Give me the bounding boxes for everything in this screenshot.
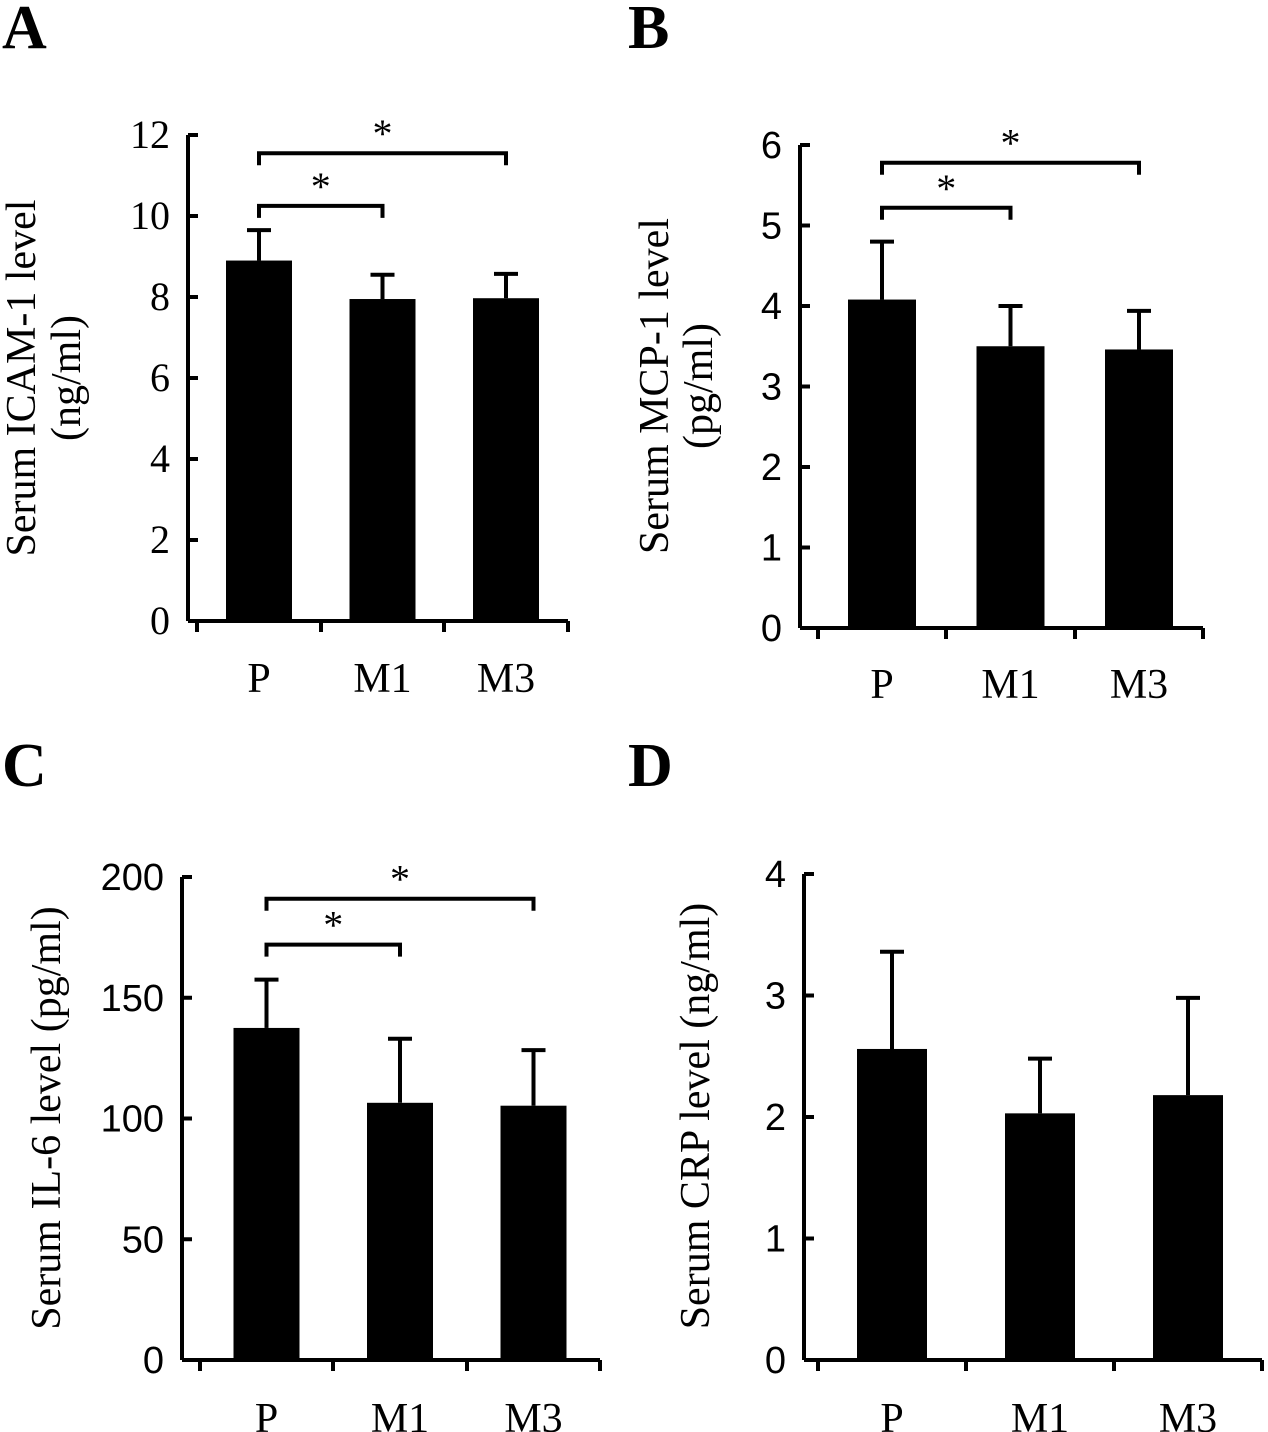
significance-star: *	[323, 903, 343, 948]
category-label: M1	[371, 1396, 429, 1432]
bar-m3	[473, 298, 539, 621]
y-tick-label: 3	[761, 367, 782, 409]
category-label: M3	[1110, 662, 1168, 708]
y-tick-label: 1	[761, 528, 782, 570]
bar-m1	[349, 299, 416, 621]
significance-bracket	[257, 151, 508, 166]
significance-bracket	[264, 942, 402, 957]
significance-bracket	[257, 203, 385, 218]
y-axis-label: Serum CRP level (ng/ml)	[673, 903, 719, 1330]
category-label: M1	[981, 662, 1039, 708]
significance-star: *	[311, 164, 331, 209]
significance-bracket	[880, 205, 1013, 220]
y-tick-label: 8	[150, 274, 170, 319]
category-label: M3	[477, 656, 535, 702]
significance-star: *	[1001, 121, 1021, 166]
y-tick-label: 3	[765, 976, 786, 1018]
y-axis-label: Serum MCP-1 level	[632, 218, 678, 554]
y-tick-label: 10	[130, 193, 170, 238]
significance-star: *	[390, 857, 410, 902]
bar-m3	[500, 1105, 567, 1360]
panel-d: D 0 1 2 3 4 P M1 M3 Serum CRP level (ng/ml)	[628, 732, 1264, 1432]
y-tick-label: 2	[761, 447, 782, 489]
y-tick-label: 4	[761, 286, 782, 328]
bar-m1	[1005, 1113, 1075, 1360]
bar-p	[233, 1027, 300, 1360]
category-label: M3	[504, 1396, 562, 1432]
y-tick-label: 12	[130, 112, 170, 157]
panel-letter: B	[628, 0, 669, 62]
bar-m3	[1153, 1095, 1223, 1360]
bar-m1	[367, 1102, 433, 1360]
y-axis-label: Serum IL-6 level (pg/ml)	[24, 906, 70, 1329]
category-label: P	[880, 1396, 903, 1432]
y-tick-label: 4	[150, 436, 170, 481]
bar-p	[848, 299, 916, 628]
y-tick-label: 6	[150, 355, 170, 400]
significance-star: *	[936, 166, 956, 211]
y-tick-label: 200	[101, 857, 164, 899]
bar-m1	[976, 346, 1045, 628]
panel-a: A 0 2 4 6 8 10 12 P M1 M3 * * Serum ICAM-1 level (ng/m…	[0, 0, 570, 702]
y-tick-label: 150	[101, 978, 164, 1020]
category-label: M3	[1159, 1396, 1217, 1432]
y-axis-label: (pg/ml)	[676, 323, 722, 449]
y-tick-label: 0	[150, 598, 170, 643]
y-tick-label: 0	[761, 608, 782, 650]
y-axis-label: (ng/ml)	[44, 315, 90, 441]
bar-p	[857, 1048, 927, 1360]
category-label: P	[247, 656, 270, 702]
category-label: M1	[1011, 1396, 1069, 1432]
y-tick-label: 100	[101, 1099, 164, 1141]
significance-bracket	[880, 160, 1141, 175]
panel-letter: C	[2, 732, 47, 800]
y-tick-label: 5	[761, 206, 782, 248]
category-label: P	[870, 662, 893, 708]
significance-star: *	[373, 111, 393, 156]
significance-bracket	[264, 896, 536, 911]
y-tick-label: 0	[765, 1340, 786, 1382]
y-axis-label: Serum ICAM-1 level	[0, 200, 45, 557]
panel-letter: D	[628, 732, 673, 800]
y-tick-label: 2	[150, 517, 170, 562]
category-label: M1	[353, 656, 411, 702]
panel-letter: A	[2, 0, 47, 62]
y-tick-label: 4	[765, 854, 786, 896]
panel-b: B 0 1 2 3 4 5 6 P M1 M3 * * Serum MCP-1 level(pg/ml)	[628, 0, 1205, 708]
y-tick-label: 0	[143, 1340, 164, 1382]
panel-c: C 0 50 100 150 200 P M1 M3 * * Serum IL-6 level (pg…	[2, 732, 602, 1432]
bar-p	[226, 260, 292, 621]
y-tick-label: 6	[761, 125, 782, 167]
y-tick-label: 2	[765, 1097, 786, 1139]
category-label: P	[255, 1396, 278, 1432]
y-tick-label: 1	[765, 1219, 786, 1261]
y-tick-label: 50	[122, 1219, 164, 1261]
bar-m3	[1105, 349, 1173, 628]
